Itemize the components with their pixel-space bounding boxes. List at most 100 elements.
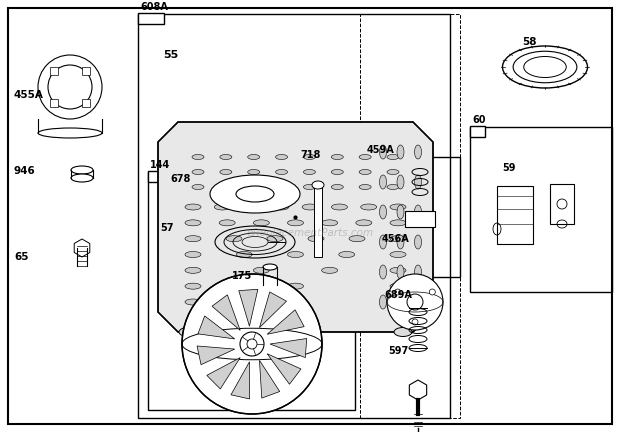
Ellipse shape <box>415 265 422 279</box>
Polygon shape <box>267 310 304 334</box>
Ellipse shape <box>273 204 289 210</box>
Ellipse shape <box>275 169 288 175</box>
Circle shape <box>429 289 435 295</box>
Ellipse shape <box>303 184 316 190</box>
Ellipse shape <box>390 204 406 210</box>
Ellipse shape <box>254 220 269 226</box>
Ellipse shape <box>38 128 102 138</box>
Polygon shape <box>260 360 280 398</box>
Bar <box>138 13 164 24</box>
Ellipse shape <box>331 169 343 175</box>
Bar <box>360 14 460 418</box>
Ellipse shape <box>339 251 355 257</box>
Polygon shape <box>239 289 258 326</box>
Bar <box>470 126 485 137</box>
Text: 175: 175 <box>232 270 252 281</box>
Circle shape <box>412 319 418 325</box>
Text: 58: 58 <box>522 37 536 48</box>
Text: eReplacementParts.com: eReplacementParts.com <box>246 228 374 238</box>
Circle shape <box>387 274 443 330</box>
Ellipse shape <box>349 236 365 241</box>
Ellipse shape <box>390 236 406 241</box>
Ellipse shape <box>415 145 422 159</box>
Ellipse shape <box>288 220 304 226</box>
Polygon shape <box>198 316 235 339</box>
Ellipse shape <box>397 235 404 249</box>
Circle shape <box>407 294 423 310</box>
Ellipse shape <box>275 155 288 159</box>
Ellipse shape <box>390 220 406 226</box>
Ellipse shape <box>379 205 386 219</box>
Ellipse shape <box>275 184 288 190</box>
Text: 455A: 455A <box>14 90 44 100</box>
Ellipse shape <box>219 220 235 226</box>
Polygon shape <box>260 292 286 327</box>
Ellipse shape <box>248 155 260 159</box>
Ellipse shape <box>215 204 230 210</box>
Ellipse shape <box>415 235 422 249</box>
Text: 718: 718 <box>300 150 321 160</box>
Bar <box>365 156 391 167</box>
Ellipse shape <box>185 204 201 210</box>
Ellipse shape <box>248 184 260 190</box>
Ellipse shape <box>394 327 412 337</box>
Ellipse shape <box>236 251 252 257</box>
Polygon shape <box>207 358 240 389</box>
Ellipse shape <box>220 169 232 175</box>
Ellipse shape <box>415 295 422 309</box>
Ellipse shape <box>415 175 422 189</box>
Ellipse shape <box>390 283 406 289</box>
Circle shape <box>395 289 401 295</box>
Ellipse shape <box>379 235 386 249</box>
Bar <box>470 127 612 292</box>
Ellipse shape <box>192 155 204 159</box>
Ellipse shape <box>288 251 304 257</box>
Bar <box>50 98 58 107</box>
Ellipse shape <box>397 145 404 159</box>
Bar <box>50 67 58 76</box>
Bar <box>82 67 89 76</box>
Ellipse shape <box>254 267 269 273</box>
Ellipse shape <box>210 175 300 213</box>
Polygon shape <box>267 354 301 384</box>
Polygon shape <box>74 239 90 257</box>
Ellipse shape <box>185 283 201 289</box>
Ellipse shape <box>415 205 422 219</box>
Ellipse shape <box>302 204 318 210</box>
Circle shape <box>240 332 264 356</box>
Ellipse shape <box>179 327 197 337</box>
Ellipse shape <box>359 169 371 175</box>
Ellipse shape <box>379 145 386 159</box>
Ellipse shape <box>387 169 399 175</box>
Ellipse shape <box>331 155 343 159</box>
Text: 60: 60 <box>472 115 485 125</box>
Ellipse shape <box>361 204 377 210</box>
Text: 459A: 459A <box>367 145 395 155</box>
Ellipse shape <box>390 299 406 305</box>
Ellipse shape <box>185 251 201 257</box>
Bar <box>405 211 435 227</box>
Polygon shape <box>270 339 307 358</box>
Text: 678: 678 <box>170 174 190 184</box>
Ellipse shape <box>192 169 204 175</box>
Text: 57: 57 <box>160 223 174 233</box>
Ellipse shape <box>331 184 343 190</box>
Ellipse shape <box>359 155 371 159</box>
Ellipse shape <box>71 166 93 174</box>
Ellipse shape <box>390 251 406 257</box>
Ellipse shape <box>288 299 304 305</box>
Text: 946: 946 <box>14 165 36 176</box>
Text: 456A: 456A <box>382 234 410 244</box>
Ellipse shape <box>185 267 201 273</box>
Ellipse shape <box>397 205 404 219</box>
Ellipse shape <box>263 264 277 270</box>
Ellipse shape <box>244 204 260 210</box>
Circle shape <box>247 339 257 349</box>
Ellipse shape <box>397 175 404 189</box>
Ellipse shape <box>185 220 201 226</box>
Ellipse shape <box>390 267 406 273</box>
Bar <box>550 184 574 224</box>
Ellipse shape <box>263 282 277 288</box>
Ellipse shape <box>356 220 372 226</box>
Ellipse shape <box>303 155 316 159</box>
